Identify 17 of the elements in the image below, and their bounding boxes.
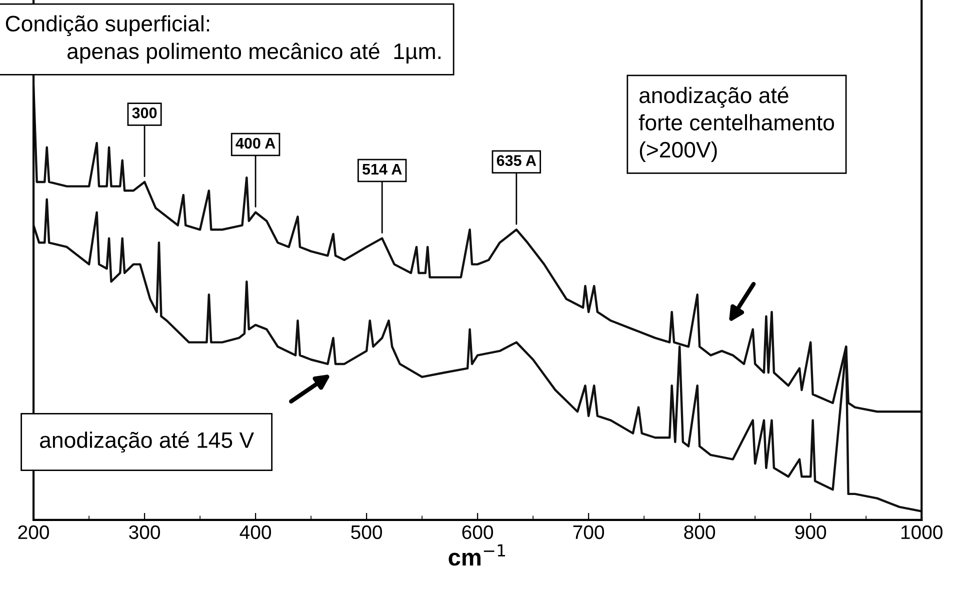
x-tick-label: 600: [462, 525, 494, 540]
x-tick-label: 700: [573, 525, 604, 540]
text: Condição superficial: apenas polimento mecânico até 1µm.: [6, 15, 440, 64]
x-axis-title: cm$^{−1}$: [448, 544, 505, 566]
x-tick-label: 400: [240, 525, 272, 540]
annotation: 514 A: [362, 164, 402, 175]
annotation: 400 A: [236, 138, 276, 149]
annotation: anodização até 145 V: [40, 431, 254, 452]
x-tick-label: 300: [129, 525, 160, 540]
annotation: 300: [132, 107, 157, 118]
x-tick-label: 1000: [901, 525, 942, 540]
x-tick-label: 800: [684, 525, 716, 540]
x-tick-label: 500: [351, 525, 382, 540]
x-tick-label: 900: [795, 525, 826, 540]
annotation: anodização até forte centelhamento (>200V): [638, 86, 834, 162]
x-tick-label: 200: [18, 525, 49, 540]
annotation: 635 A: [496, 155, 536, 166]
